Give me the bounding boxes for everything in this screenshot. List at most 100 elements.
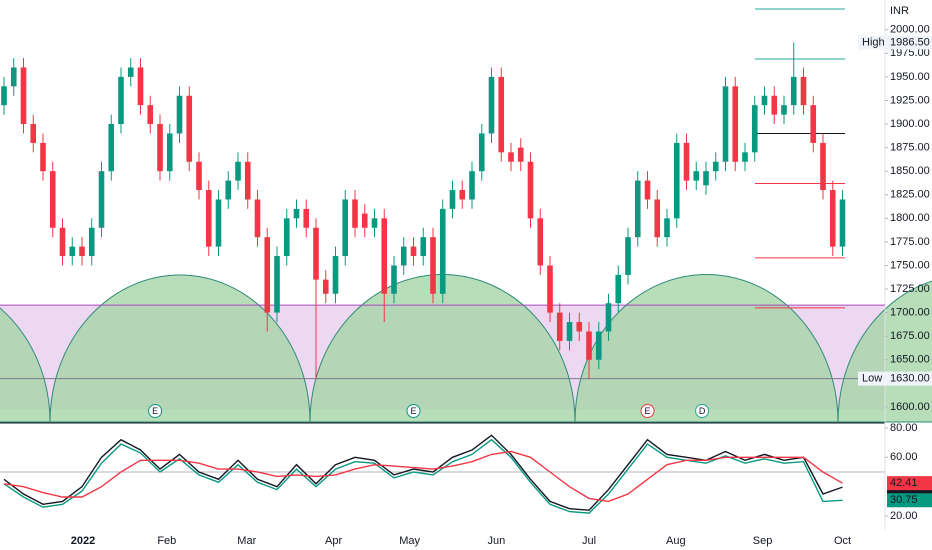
candle-body [712, 161, 719, 172]
cycle-arc [49, 274, 311, 423]
candle-body [254, 199, 261, 238]
currency: INR [890, 5, 909, 17]
y-tick-label: 1725.00 [890, 283, 930, 295]
candle-body [781, 105, 787, 115]
candle-body [664, 218, 670, 238]
candle-body [439, 208, 446, 294]
candle-body [361, 213, 368, 228]
y-tick-label: 1900.00 [890, 118, 930, 130]
candle-body [30, 124, 37, 143]
candle-body [790, 76, 797, 106]
x-tick-label: Jun [488, 535, 506, 547]
y-tick-label: 80.00 [890, 422, 918, 434]
candle-body [215, 199, 222, 247]
candle-body [498, 76, 505, 153]
candle-body [313, 227, 319, 280]
event-label: E [644, 406, 650, 416]
candle-body [547, 265, 553, 313]
x-tick-label: Oct [834, 535, 851, 547]
candle-body [49, 171, 56, 228]
candle-body [517, 147, 524, 162]
oscillator-line [3, 450, 843, 503]
y-tick-label: 1875.00 [890, 142, 930, 154]
candle-body [244, 161, 251, 200]
candle-body [79, 246, 85, 257]
candle-body [342, 199, 349, 257]
candle-body [176, 95, 183, 134]
y-tick-label: 1650.00 [890, 354, 930, 366]
candle-body [556, 312, 563, 341]
y-tick-label: 1700.00 [890, 307, 930, 319]
candle-body [751, 105, 758, 153]
candle-body [186, 95, 193, 162]
candle-body [1, 86, 7, 106]
y-tick-label: 2000.00 [890, 24, 930, 36]
candle-body [420, 237, 427, 257]
price-tag [858, 371, 932, 386]
price-tag-name: High [862, 36, 885, 48]
candle-body [810, 105, 817, 143]
candle-body [166, 133, 173, 172]
candle-body [352, 199, 358, 228]
candle-body [147, 105, 154, 125]
candle-body [225, 180, 232, 200]
y-tick-label: 1750.00 [890, 259, 930, 271]
candle-body [274, 256, 280, 313]
candle-body [98, 171, 105, 228]
candle-body [264, 237, 271, 313]
x-tick-label: May [399, 535, 420, 547]
oscillator-line [3, 438, 843, 514]
y-tick-label: 1925.00 [890, 94, 930, 106]
candle-body [703, 171, 709, 186]
cycle-arc [0, 307, 51, 423]
candle-body [293, 208, 300, 219]
candle-body [127, 67, 134, 77]
candle-body [108, 124, 115, 172]
y-tick-label: 1950.00 [890, 71, 930, 83]
candle-body [576, 322, 583, 332]
event-label: E [410, 406, 416, 416]
candle-body [20, 67, 27, 125]
event-label: D [699, 406, 706, 416]
candle-body [391, 265, 397, 294]
candle-body [40, 142, 46, 172]
candle-body [488, 76, 495, 134]
y-tick-label: 1975.00 [890, 47, 930, 59]
candle-body [381, 218, 388, 294]
candle-body [742, 152, 748, 162]
candle-body [459, 190, 466, 200]
y-tick-label: 60.00 [890, 451, 918, 463]
candle-body [478, 133, 485, 172]
candle-body [722, 86, 729, 162]
candle-body [469, 171, 475, 200]
candle-body [10, 67, 17, 87]
candle-body [829, 190, 836, 247]
candle-body [205, 190, 212, 247]
candle-body [137, 67, 144, 106]
cycle-arc [309, 273, 576, 423]
y-tick-label: 1825.00 [890, 189, 930, 201]
candle-body [800, 76, 807, 106]
y-tick-label: 1775.00 [890, 236, 930, 248]
candle-body [771, 95, 778, 115]
y-tick-label: 20.00 [890, 510, 918, 522]
value-tag [887, 476, 932, 491]
candle-body [449, 190, 456, 209]
candle-body [118, 76, 124, 125]
value-tag-label: 30.75 [890, 494, 918, 506]
candle-body [88, 227, 95, 257]
candle-body [566, 322, 573, 341]
candle-body [322, 279, 329, 294]
candle-body [673, 142, 680, 219]
candle-body [605, 303, 612, 332]
x-tick-label: 2022 [71, 535, 95, 547]
candle-body [537, 218, 544, 266]
candle-body [69, 246, 76, 257]
candle-body [59, 227, 66, 257]
event-label: E [152, 406, 158, 416]
candle-body [625, 237, 631, 275]
candle-body [400, 246, 407, 266]
y-tick-label: 1850.00 [890, 165, 930, 177]
event-icon [640, 404, 655, 418]
